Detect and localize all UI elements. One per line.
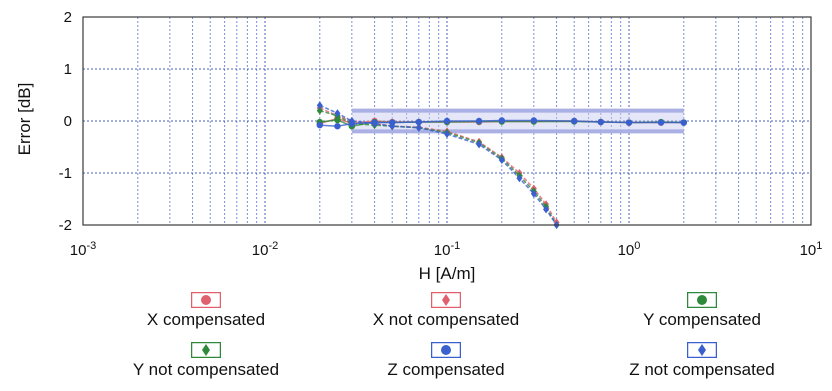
legend: X compensated X not compensated Y compen… [0,288,832,388]
y-tick-label: 0 [64,113,72,130]
x-tick-label: 10-3 [70,240,96,259]
legend-label: Y compensated [643,310,761,329]
legend-marker-y-not-compensated [191,342,221,358]
data-point [498,117,505,124]
data-point [334,116,341,124]
data-point [334,123,341,130]
data-point [415,118,423,126]
data-point [516,174,523,183]
series-group [316,101,687,229]
x-axis-label: H [A/m] [419,264,476,283]
legend-label: Y not compensated [132,360,280,379]
legend-item: Y not compensated [86,342,326,380]
legend-item: Z not compensated [582,342,822,380]
data-point [475,117,483,125]
data-point [530,189,537,198]
data-point [443,117,451,125]
y-tick-label: 2 [64,9,72,26]
data-point [371,119,378,128]
data-point [543,205,550,214]
series-5 [316,101,560,229]
legend-label: X not compensated [372,310,520,329]
y-tick-label: -2 [59,217,72,234]
data-point [657,119,665,126]
data-point [476,140,483,149]
data-point [316,121,323,129]
legend-marker-z-compensated [431,342,461,358]
axes [82,16,812,226]
data-point [571,117,578,125]
legend-label: X compensated [146,310,266,329]
data-point [389,122,396,131]
legend-marker-y-compensated [687,292,717,308]
data-point [316,106,323,115]
data-point [680,119,687,126]
x-tick-label: 100 [618,240,641,259]
legend-item: Y compensated [582,292,822,330]
data-point [316,101,323,110]
legend-label: Z compensated [387,360,505,379]
legend-label: Z not compensated [629,360,775,379]
x-tick-label: 101 [800,240,823,259]
data-point [530,117,538,124]
legend-item: Z compensated [326,342,566,380]
data-point [625,119,633,126]
data-point [415,123,422,132]
data-point [348,117,355,125]
x-tick-label: 10-2 [252,240,278,259]
legend-item: X compensated [86,292,326,330]
data-point [444,130,450,138]
y-tick-label: -1 [59,165,72,182]
plot-frame [82,16,812,226]
y-axis-label: Error [dB] [15,83,34,156]
legend-marker-z-not-compensated [687,342,717,358]
legend-marker-x-compensated [191,292,221,308]
data-point [334,109,341,118]
legend-item: X not compensated [326,292,566,330]
data-point [597,118,605,126]
legend-marker-x-not-compensated [431,292,461,308]
data-point [498,156,505,164]
x-tick-label: 10-1 [434,240,460,259]
y-tick-label: 1 [64,61,72,78]
